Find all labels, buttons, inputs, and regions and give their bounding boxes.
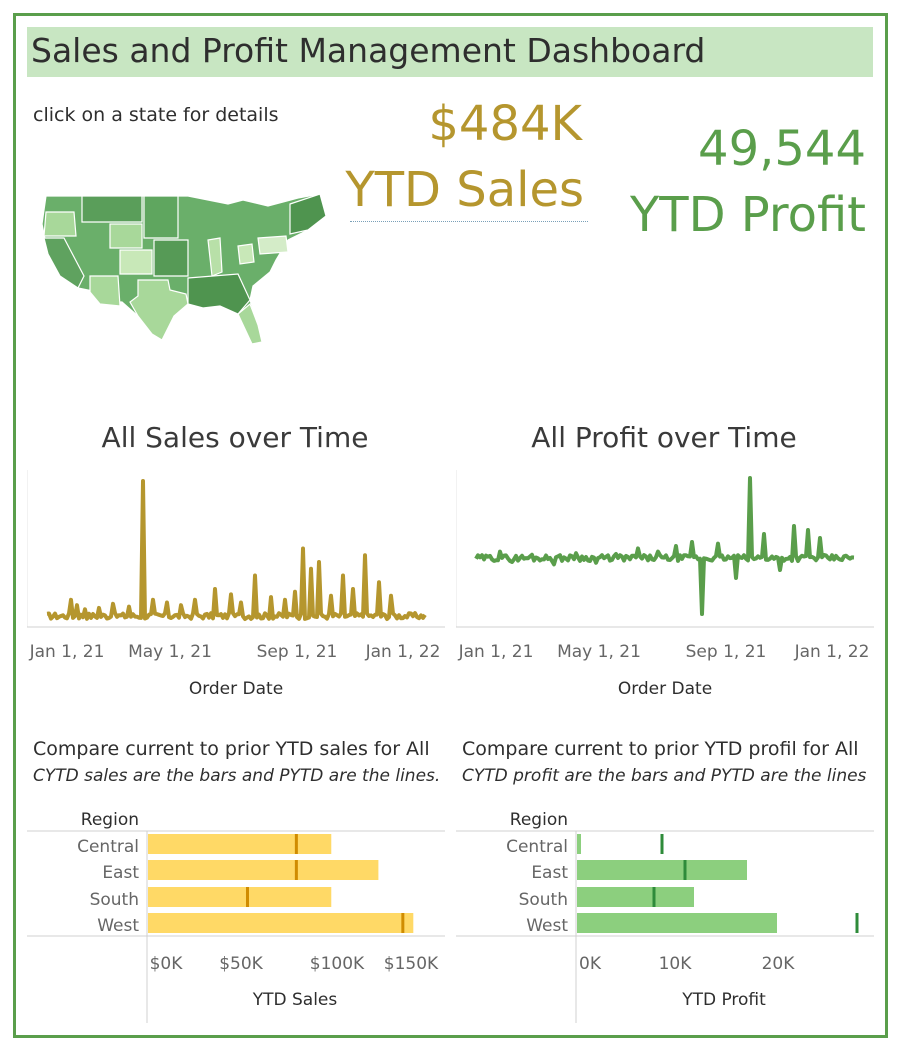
- sales-compare-xlabel: YTD Sales: [252, 990, 338, 1010]
- kpi-sales-underline: [350, 221, 588, 222]
- pytd-marker-south[interactable]: [652, 887, 656, 907]
- sales-region-label-east: East: [102, 863, 139, 883]
- profit-compare-subcaption: CYTD profit are the bars and PYTD are th…: [462, 766, 867, 786]
- sales-region-label-west: West: [97, 916, 139, 936]
- pytd-marker-central[interactable]: [294, 834, 298, 854]
- sales-time-chart[interactable]: Jan 1, 21 May 1, 21 Sep 1, 21 Jan 1, 22: [27, 470, 445, 670]
- state-florida[interactable]: [237, 303, 263, 345]
- sales-compare-caption: Compare current to prior YTD sales for A…: [33, 738, 430, 760]
- kpi-sales-label: YTD Sales: [345, 162, 584, 218]
- profit-compare-xlabel: YTD Profit: [681, 990, 766, 1010]
- pytd-marker-central[interactable]: [660, 834, 664, 854]
- state-california[interactable]: [43, 237, 85, 289]
- pytd-marker-west[interactable]: [401, 913, 405, 933]
- state-montana[interactable]: [81, 195, 143, 223]
- profit-bullet-chart[interactable]: Region Central East South West 0K 10K 20…: [456, 805, 874, 1025]
- sales-time-title: All Sales over Time: [101, 421, 369, 454]
- profit-time-tick-1: Jan 1, 21: [458, 642, 534, 662]
- cytd-bar-south[interactable]: [577, 887, 694, 907]
- profit-region-header: Region: [510, 810, 568, 830]
- sales-region-label-central: Central: [77, 837, 139, 857]
- sales-compare-subcaption: CYTD sales are the bars and PYTD are the…: [33, 766, 441, 786]
- sales-region-label-south: South: [90, 890, 139, 910]
- state-ohio[interactable]: [237, 243, 255, 265]
- profit-tick-10: 10K: [659, 954, 693, 974]
- profit-time-xlabel: Order Date: [617, 679, 713, 699]
- profit-time-title: All Profit over Time: [531, 421, 797, 454]
- profit-time-tick-2: May 1, 21: [557, 642, 641, 662]
- state-wyoming[interactable]: [109, 223, 143, 249]
- profit-time-tick-4: Jan 1, 22: [794, 642, 870, 662]
- state-colorado[interactable]: [119, 249, 153, 275]
- cytd-bar-east[interactable]: [148, 860, 379, 880]
- sales-time-tick-4: Jan 1, 22: [365, 642, 441, 662]
- sales-bars-group: [148, 834, 414, 933]
- profit-compare-caption: Compare current to prior YTD profil for …: [462, 738, 859, 760]
- kpi-profit-value: 49,544: [698, 121, 866, 177]
- state-dakotas[interactable]: [143, 195, 179, 239]
- state-illinois[interactable]: [207, 237, 223, 277]
- profit-series-line[interactable]: [474, 476, 855, 616]
- profit-region-label-south: South: [519, 890, 568, 910]
- profit-tick-0: 0K: [579, 954, 602, 974]
- sales-series-line[interactable]: [46, 479, 427, 621]
- profit-bars-group: [577, 834, 859, 933]
- kpi-profit-label: YTD Profit: [629, 187, 866, 243]
- profit-time-chart[interactable]: Jan 1, 21 May 1, 21 Sep 1, 21 Jan 1, 22: [456, 470, 874, 670]
- title-bar: Sales and Profit Management Dashboard: [27, 27, 873, 77]
- cytd-bar-east[interactable]: [577, 860, 747, 880]
- dashboard-frame: [13, 13, 888, 1038]
- state-kansas-ne[interactable]: [153, 239, 189, 277]
- state-texas[interactable]: [129, 279, 189, 341]
- sales-time-tick-1: Jan 1, 21: [29, 642, 105, 662]
- sales-tick-50: $50K: [219, 954, 263, 974]
- profit-time-tick-3: Sep 1, 21: [686, 642, 767, 662]
- sales-tick-0: $0K: [150, 954, 184, 974]
- cytd-bar-west[interactable]: [148, 913, 414, 933]
- map-hint: click on a state for details: [33, 104, 279, 126]
- sales-time-xlabel: Order Date: [188, 679, 284, 699]
- state-arizona[interactable]: [89, 275, 121, 307]
- cytd-bar-south[interactable]: [148, 887, 332, 907]
- pytd-marker-south[interactable]: [245, 887, 249, 907]
- state-northeast[interactable]: [289, 193, 327, 235]
- cytd-bar-west[interactable]: [577, 913, 777, 933]
- sales-tick-100: $100K: [310, 954, 365, 974]
- us-state-map[interactable]: [38, 190, 328, 350]
- sales-bullet-chart[interactable]: Region Central East South West $0K $50K …: [27, 805, 445, 1025]
- profit-tick-20: 20K: [762, 954, 796, 974]
- state-southeast[interactable]: [187, 273, 251, 315]
- pytd-marker-west[interactable]: [855, 913, 859, 933]
- page-title: Sales and Profit Management Dashboard: [31, 31, 706, 70]
- profit-region-label-central: Central: [506, 837, 568, 857]
- sales-tick-150: $150K: [384, 954, 439, 974]
- cytd-bar-central[interactable]: [148, 834, 332, 854]
- sales-time-tick-2: May 1, 21: [128, 642, 212, 662]
- sales-region-header: Region: [81, 810, 139, 830]
- profit-region-label-west: West: [526, 916, 568, 936]
- kpi-sales-value: $484K: [428, 96, 582, 152]
- cytd-bar-central[interactable]: [577, 834, 581, 854]
- profit-region-label-east: East: [531, 863, 568, 883]
- pytd-marker-east[interactable]: [683, 860, 687, 880]
- state-oregon[interactable]: [43, 211, 77, 237]
- state-pennsylvania[interactable]: [257, 235, 289, 255]
- pytd-marker-east[interactable]: [294, 860, 298, 880]
- sales-time-tick-3: Sep 1, 21: [257, 642, 338, 662]
